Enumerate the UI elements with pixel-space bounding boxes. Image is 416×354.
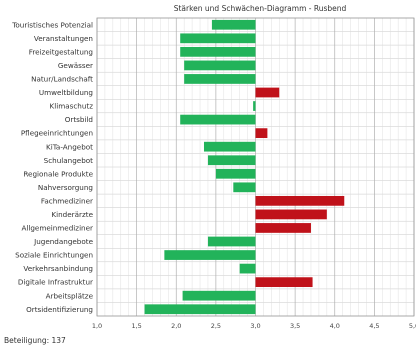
bar <box>211 19 256 30</box>
category-label: Schulangebot <box>44 156 94 165</box>
bar <box>184 60 256 71</box>
x-tick-labels: 1,0 1,5 2,0 2,5 3,0 3,5 4,0 4,5 5,0 <box>92 322 416 330</box>
bar <box>215 168 256 179</box>
bar <box>180 33 256 44</box>
bar <box>180 114 256 125</box>
category-label: Verkehrsanbindung <box>23 264 93 273</box>
x-tick-label: 2,0 <box>171 322 181 330</box>
bar <box>184 74 256 84</box>
bar <box>255 209 327 220</box>
category-label: Natur/Landschaft <box>31 75 93 84</box>
bar <box>239 263 256 274</box>
bar <box>255 195 345 206</box>
chart-title: Stärken und Schwächen-Diagramm - Rusbend <box>174 4 347 13</box>
bar <box>203 141 256 152</box>
category-label: Soziale Einrichtungen <box>15 251 93 260</box>
x-tick-label: 5,0 <box>409 322 416 330</box>
category-label: Digitale Infrastruktur <box>18 278 93 287</box>
bar <box>233 182 256 193</box>
participation-count: Beteiligung: 137 <box>4 336 66 345</box>
category-label: Nahversorgung <box>38 183 93 192</box>
category-label: Umweltbildung <box>39 88 93 97</box>
x-tick-label: 3,0 <box>250 322 260 330</box>
category-label: Arbeitsplätze <box>46 291 94 300</box>
bar <box>255 277 313 288</box>
bar <box>164 250 256 260</box>
bar <box>255 223 311 233</box>
bar <box>255 128 268 139</box>
bar <box>255 87 280 98</box>
x-tick-label: 1,0 <box>92 322 102 330</box>
category-label: Jugendangebote <box>33 237 93 246</box>
category-label: KiTa-Angebot <box>46 142 93 151</box>
category-label: Veranstaltungen <box>34 34 93 43</box>
category-label: Pflegeeinrichtungen <box>21 129 93 138</box>
category-label: Fachmediziner <box>41 196 93 205</box>
x-tick-label: 4,5 <box>369 322 379 330</box>
bar <box>180 46 256 57</box>
x-tick-label: 4,0 <box>330 322 340 330</box>
x-tick-label: 3,5 <box>290 322 300 330</box>
category-label: Allgemeinmediziner <box>21 224 93 233</box>
category-labels: Touristisches Potenzial Veranstaltungen Fr… <box>11 20 93 313</box>
category-label: Touristisches Potenzial <box>11 20 93 29</box>
bars <box>144 19 345 315</box>
x-tick-label: 2,5 <box>211 322 221 330</box>
category-label: Ortsbild <box>65 115 93 124</box>
x-tick-label: 1,5 <box>131 322 141 330</box>
category-label: Freizeitgestaltung <box>29 47 93 56</box>
category-label: Ortsidentifizierung <box>26 305 93 314</box>
bar <box>207 236 256 247</box>
category-label: Kinderärzte <box>51 210 93 219</box>
bar <box>182 290 256 301</box>
bar <box>253 101 256 111</box>
plot-frame <box>96 17 415 317</box>
bar <box>207 155 256 166</box>
category-label: Klimaschutz <box>49 102 93 111</box>
category-label: Regionale Produkte <box>23 169 93 178</box>
category-label: Gewässer <box>58 61 93 70</box>
bar <box>144 304 256 315</box>
